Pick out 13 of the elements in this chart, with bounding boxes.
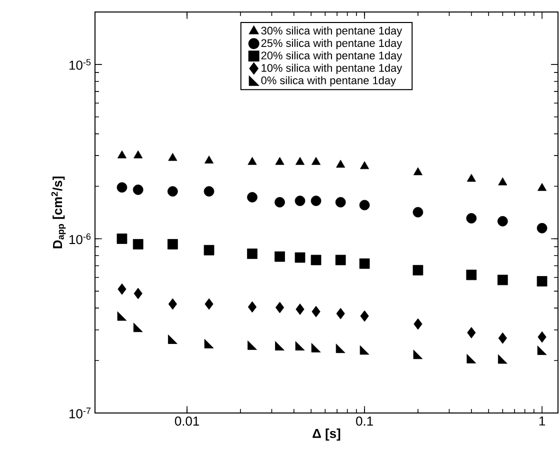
legend-label: 20% silica with pentane 1day — [261, 51, 402, 62]
y-tick-label: 10$^{-7}$ — [70, 408, 91, 418]
x-tick-label: 0.01 — [174, 416, 200, 426]
x-axis-title: Δ [s] — [312, 428, 340, 441]
legend-label: 25% silica with pentane 1day — [261, 38, 402, 50]
x-tick-label: 0.1 — [356, 416, 373, 426]
y-tick-label: 10$^{-6}$ — [70, 233, 91, 244]
legend-label: 30% silica with pentane 1day — [261, 26, 402, 37]
y-tick-label: 10$^{-5}$ — [70, 59, 91, 70]
legend-label: 0% silica with pentane 1day — [261, 76, 396, 86]
x-tick-label: 1 — [539, 416, 546, 426]
legend-label: 10% silica with pentane 1day — [262, 64, 402, 74]
y-axis-title: D$_{app}$ [cm$^{2}$/s] — [51, 176, 66, 248]
